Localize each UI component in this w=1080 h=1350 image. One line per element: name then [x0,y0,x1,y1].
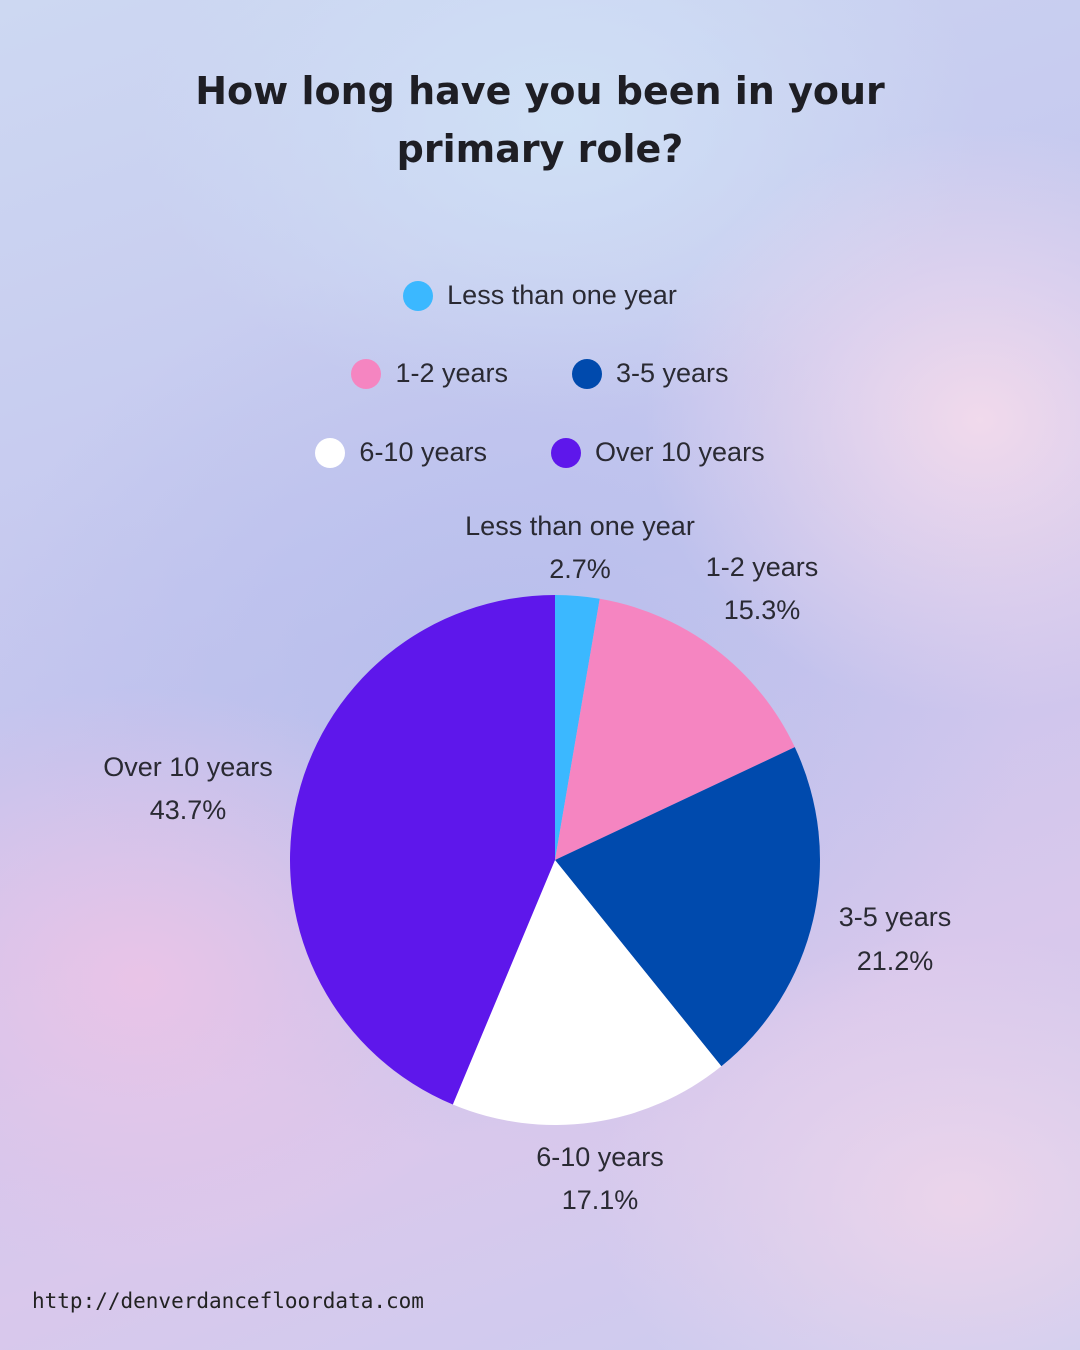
legend-swatch [551,437,581,468]
slice-category-label: Over 10 years [103,752,273,782]
legend-row-1: Less than one year [0,280,1080,311]
slice-value-label: 17.1% [562,1185,639,1215]
legend-row-3: 6-10 years Over 10 years [0,437,1080,468]
slice-value-label: 2.7% [549,554,611,584]
source-url: http://denverdancefloordata.com [32,1289,424,1313]
legend-swatch [351,358,382,389]
slice-value-label: 43.7% [150,795,227,825]
pie-slice-3-5-years [555,747,820,1067]
legend-swatch [572,358,602,389]
legend-item-3-5-years: 3-5 years [572,358,729,389]
legend-item-1-2-years: 1-2 years [351,358,508,389]
pie-slice-1-2-years [555,598,795,860]
legend-label: Over 10 years [595,437,765,467]
slice-value-label: 15.3% [724,595,801,625]
slice-category-label: 3-5 years [839,902,952,932]
legend-item-6-10-years: 6-10 years [315,437,487,468]
legend-label: Less than one year [447,280,677,310]
legend-swatch [403,280,434,311]
slice-value-label: 21.2% [857,946,934,976]
legend-label: 1-2 years [395,358,508,388]
legend-label: 3-5 years [616,358,729,388]
pie-slice-less-than-one-year [555,595,600,860]
slice-category-label: Less than one year [465,511,695,541]
legend-swatch [315,437,346,468]
chart-title: How long have you been in your primary r… [195,69,885,171]
pie-slice-over-10-years [290,595,555,1105]
slice-category-label: 1-2 years [706,552,819,582]
legend-item-less-than-one-year: Less than one year [403,280,677,311]
legend-label: 6-10 years [359,437,487,467]
legend-item-over-10-years: Over 10 years [551,437,765,468]
slice-category-label: 6-10 years [536,1142,664,1172]
legend-row-2: 1-2 years 3-5 years [0,358,1080,389]
pie-slice-6-10-years [452,860,722,1125]
